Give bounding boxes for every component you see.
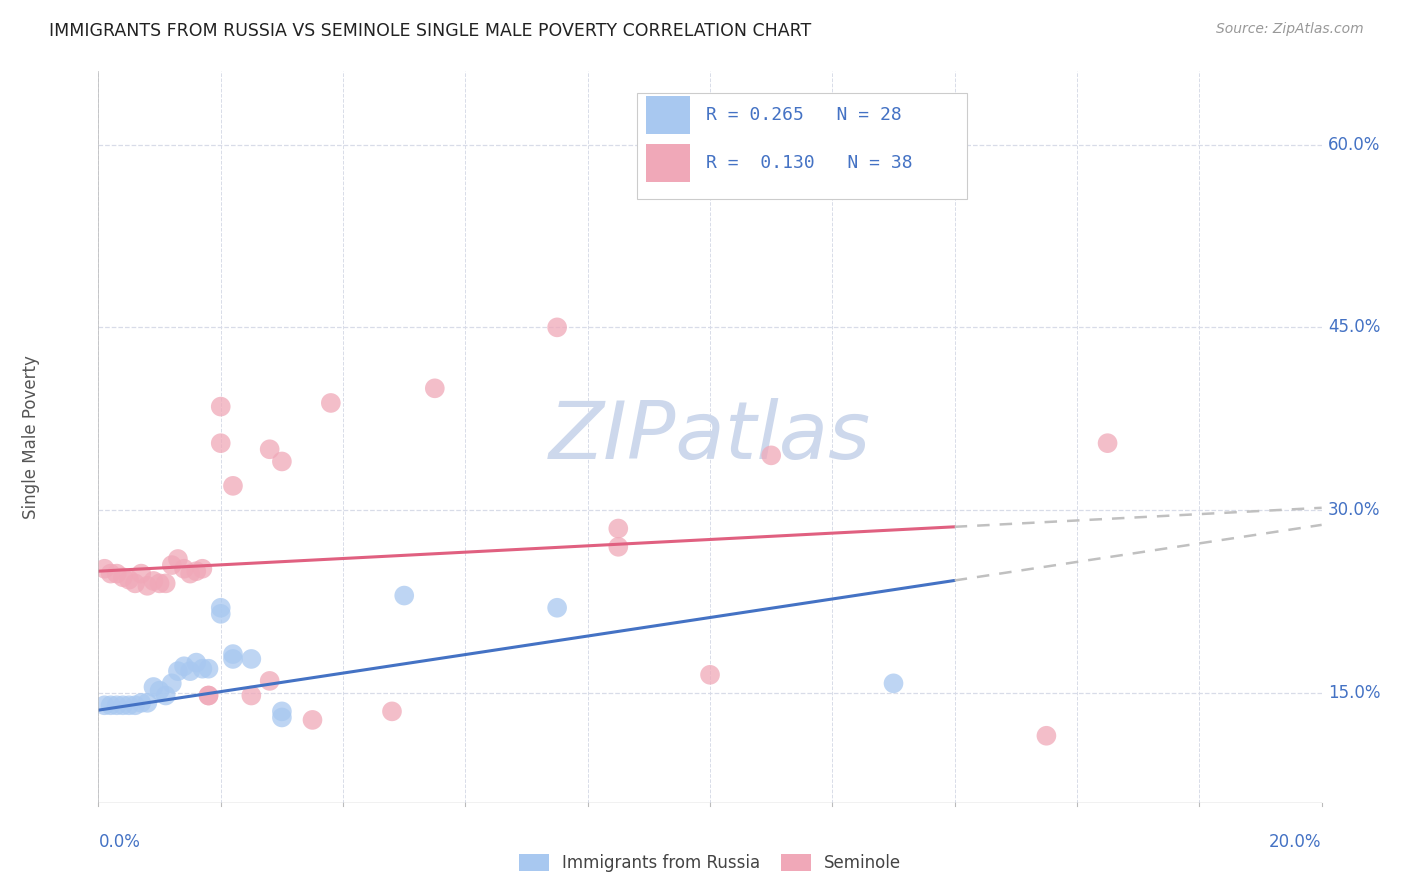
Point (186, 656, 208, 670)
Point (179, 664, 201, 678)
Point (136, 696, 159, 710)
Point (381, 705, 404, 719)
Point (699, 667, 721, 682)
Text: IMMIGRANTS FROM RUSSIA VS SEMINOLE SINGLE MALE POVERTY CORRELATION CHART: IMMIGRANTS FROM RUSSIA VS SEMINOLE SINGL… (49, 22, 811, 40)
Point (222, 647, 245, 661)
Point (1035, 729, 1057, 743)
Text: 45.0%: 45.0% (1327, 318, 1381, 336)
Point (222, 652, 245, 666)
Point (160, 558, 183, 573)
Point (149, 576, 172, 591)
Point (546, 320, 568, 334)
Point (118, 698, 141, 713)
Point (883, 676, 905, 690)
Point (1097, 436, 1119, 450)
Point (105, 698, 128, 713)
Point (209, 607, 232, 621)
Point (259, 673, 281, 688)
Point (129, 696, 152, 710)
Point (209, 600, 232, 615)
Point (222, 479, 245, 493)
Point (142, 574, 165, 588)
Text: 20.0%: 20.0% (1270, 833, 1322, 851)
Point (319, 396, 342, 410)
Point (173, 562, 195, 576)
Point (93, 562, 115, 576)
FancyBboxPatch shape (647, 96, 690, 135)
Point (191, 662, 214, 676)
Text: R = 0.265   N = 28: R = 0.265 N = 28 (706, 106, 903, 124)
Point (270, 710, 292, 724)
Point (105, 566, 128, 581)
Point (301, 713, 323, 727)
Point (155, 576, 177, 591)
Point (136, 579, 159, 593)
Point (259, 442, 281, 457)
Point (155, 689, 177, 703)
Point (209, 400, 232, 414)
Point (197, 662, 219, 676)
Point (209, 436, 232, 450)
Text: 15.0%: 15.0% (1327, 684, 1381, 702)
Text: R =  0.130   N = 38: R = 0.130 N = 38 (706, 153, 912, 172)
Point (118, 573, 141, 587)
Point (637, 125, 661, 139)
Text: 0.0%: 0.0% (98, 833, 141, 851)
Point (149, 683, 172, 698)
FancyBboxPatch shape (637, 94, 967, 200)
Point (179, 566, 201, 581)
Point (759, 449, 782, 463)
Point (392, 589, 416, 603)
Point (111, 698, 134, 713)
Point (160, 676, 183, 690)
Point (197, 689, 219, 703)
Text: Source: ZipAtlas.com: Source: ZipAtlas.com (1216, 22, 1364, 37)
Point (167, 552, 190, 566)
Legend: Immigrants from Russia, Seminole: Immigrants from Russia, Seminole (512, 847, 908, 879)
Point (186, 564, 208, 578)
Point (100, 698, 122, 713)
Point (270, 705, 292, 719)
Point (142, 680, 165, 694)
Point (124, 698, 146, 713)
Point (111, 570, 134, 584)
Point (607, 540, 630, 554)
Point (423, 381, 446, 395)
FancyBboxPatch shape (647, 144, 690, 182)
Text: Single Male Poverty: Single Male Poverty (22, 355, 41, 519)
Text: 60.0%: 60.0% (1327, 136, 1381, 153)
Point (93, 698, 115, 713)
Point (270, 454, 292, 468)
Point (240, 652, 263, 666)
Text: ZIPatlas: ZIPatlas (548, 398, 872, 476)
Point (100, 566, 122, 581)
Point (167, 664, 190, 678)
Point (546, 600, 568, 615)
Text: 30.0%: 30.0% (1327, 501, 1381, 519)
Point (129, 566, 152, 581)
Point (240, 689, 263, 703)
Point (197, 689, 219, 703)
Point (173, 659, 195, 673)
Point (124, 576, 146, 591)
Point (191, 562, 214, 576)
Point (607, 522, 630, 536)
